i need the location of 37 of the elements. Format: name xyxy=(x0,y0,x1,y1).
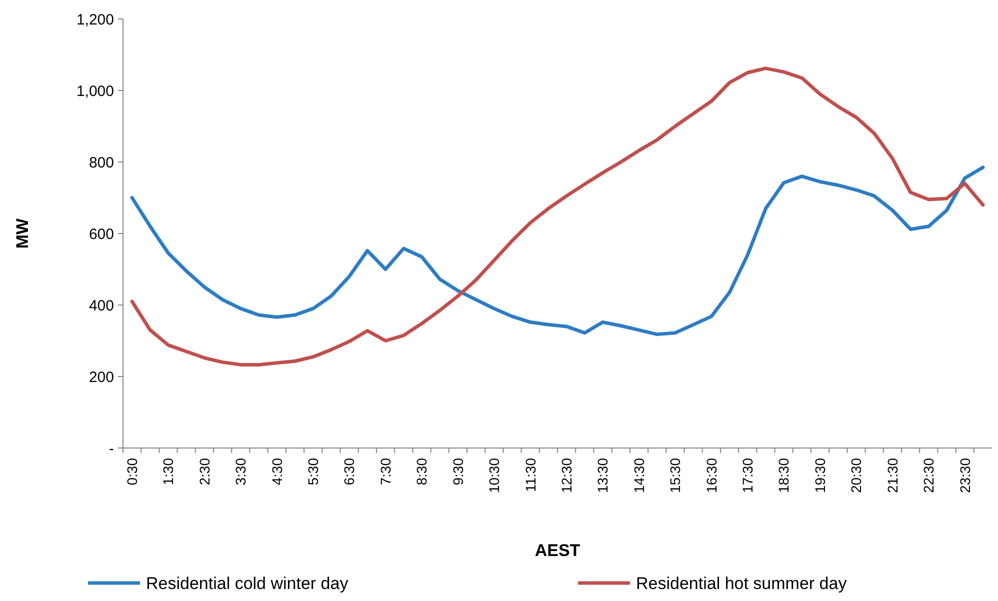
x-tick-label: 15:30 xyxy=(667,458,684,494)
y-axis-title: MW xyxy=(12,217,32,249)
x-tick-label: 22:30 xyxy=(920,458,937,494)
x-tick-label: 0:30 xyxy=(124,458,140,486)
x-axis-title: AEST xyxy=(534,541,581,560)
line-series xyxy=(130,66,985,366)
x-tick-label: 3:30 xyxy=(232,458,249,486)
x-tick-label: 6:30 xyxy=(341,458,358,486)
line-series xyxy=(130,166,985,336)
x-tick-label: 20:30 xyxy=(848,458,864,494)
x-tick-label: 11:30 xyxy=(522,458,538,492)
x-tick-label: 18:30 xyxy=(776,458,792,494)
legend-label: Residential cold winter day xyxy=(146,574,349,593)
x-tick-label: 5:30 xyxy=(304,458,321,486)
x-tick-label: 1:30 xyxy=(160,458,176,486)
y-tick-label: 600 xyxy=(88,226,114,243)
x-tick-label: 2:30 xyxy=(196,458,212,486)
x-tick-label: 21:30 xyxy=(884,458,900,494)
y-tick-label: - xyxy=(109,440,114,458)
y-tick-label: 800 xyxy=(88,154,114,172)
x-tick-label: 8:30 xyxy=(414,458,430,486)
x-tick-label: 17:30 xyxy=(739,458,756,494)
x-tick-label: 7:30 xyxy=(377,458,394,486)
x-tick-label: 13:30 xyxy=(594,458,611,494)
x-tick-label: 10:30 xyxy=(486,458,502,494)
legend-label: Residential hot summer day xyxy=(636,574,848,593)
x-tick-label: 16:30 xyxy=(703,458,720,494)
x-tick-label: 12:30 xyxy=(558,458,574,494)
x-tick-label: 14:30 xyxy=(630,458,647,494)
y-tick-label: 200 xyxy=(88,368,114,386)
y-tick-label: 400 xyxy=(88,297,114,314)
x-tick-label: 23:30 xyxy=(956,458,973,494)
x-tick-label: 4:30 xyxy=(268,458,285,486)
x-tick-label: 9:30 xyxy=(450,458,466,486)
y-tick-label: 1,000 xyxy=(76,82,114,100)
x-tick-label: 19:30 xyxy=(812,458,828,494)
y-tick-label: 1,200 xyxy=(76,11,114,28)
